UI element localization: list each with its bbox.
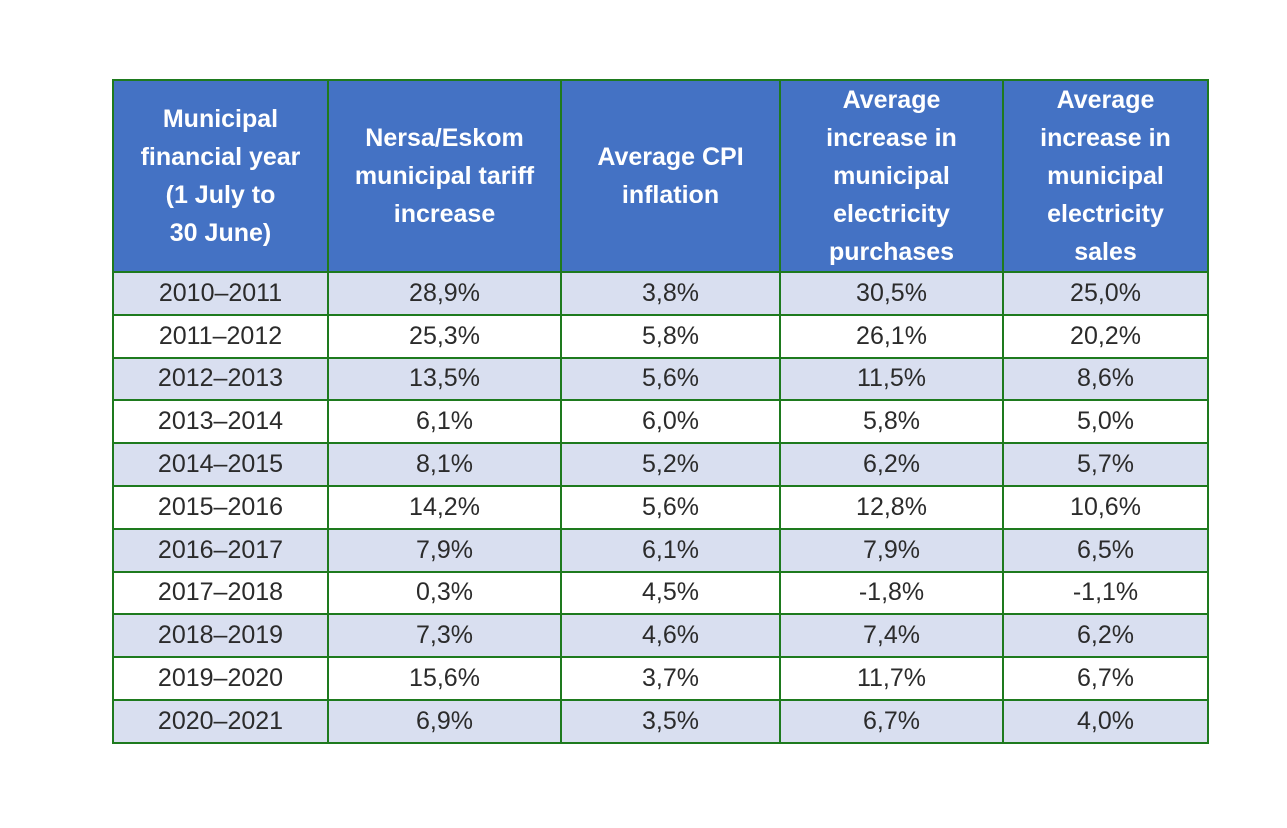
table-row: 2018–2019 7,3% 4,6% 7,4% 6,2% bbox=[112, 613, 1209, 659]
sales-increase-cell: -1,1% bbox=[1002, 570, 1209, 616]
year-cell: 2015–2016 bbox=[112, 484, 329, 530]
purchases-increase-cell: 11,7% bbox=[779, 656, 1004, 701]
header-financial-year: Municipal financial year (1 July to 30 J… bbox=[112, 79, 329, 273]
header-cpi-inflation: Average CPI inflation bbox=[560, 79, 781, 273]
year-cell: 2013–2014 bbox=[112, 399, 329, 445]
table-row: 2020–2021 6,9% 3,5% 6,7% 4,0% bbox=[112, 698, 1209, 744]
cpi-inflation-cell: 6,0% bbox=[560, 399, 781, 445]
year-cell: 2012–2013 bbox=[112, 356, 329, 402]
sales-increase-cell: 6,2% bbox=[1002, 613, 1209, 659]
tariff-increase-cell: 6,9% bbox=[327, 698, 562, 744]
year-cell: 2016–2017 bbox=[112, 527, 329, 573]
header-electricity-purchases: Average increase in municipal electricit… bbox=[779, 79, 1004, 273]
year-cell: 2014–2015 bbox=[112, 442, 329, 487]
sales-increase-cell: 5,0% bbox=[1002, 399, 1209, 445]
year-cell: 2010–2011 bbox=[112, 271, 329, 316]
header-tariff-increase: Nersa/Eskom municipal tariff increase bbox=[327, 79, 562, 273]
tariff-increase-cell: 28,9% bbox=[327, 271, 562, 316]
table-row: 2019–2020 15,6% 3,7% 11,7% 6,7% bbox=[112, 656, 1209, 701]
cpi-inflation-cell: 5,6% bbox=[560, 356, 781, 402]
tariff-increase-cell: 25,3% bbox=[327, 313, 562, 359]
sales-increase-cell: 5,7% bbox=[1002, 442, 1209, 487]
header-row: Municipal financial year (1 July to 30 J… bbox=[112, 79, 1209, 273]
purchases-increase-cell: 30,5% bbox=[779, 271, 1004, 316]
table-row: 2015–2016 14,2% 5,6% 12,8% 10,6% bbox=[112, 484, 1209, 530]
tariff-increase-cell: 8,1% bbox=[327, 442, 562, 487]
cpi-inflation-cell: 4,5% bbox=[560, 570, 781, 616]
table-row: 2013–2014 6,1% 6,0% 5,8% 5,0% bbox=[112, 399, 1209, 445]
cpi-inflation-cell: 3,7% bbox=[560, 656, 781, 701]
table-row: 2017–2018 0,3% 4,5% -1,8% -1,1% bbox=[112, 570, 1209, 616]
table-row: 2014–2015 8,1% 5,2% 6,2% 5,7% bbox=[112, 442, 1209, 487]
sales-increase-cell: 20,2% bbox=[1002, 313, 1209, 359]
year-cell: 2011–2012 bbox=[112, 313, 329, 359]
table-row: 2016–2017 7,9% 6,1% 7,9% 6,5% bbox=[112, 527, 1209, 573]
tariff-increase-cell: 14,2% bbox=[327, 484, 562, 530]
table-row: 2010–2011 28,9% 3,8% 30,5% 25,0% bbox=[112, 271, 1209, 316]
cpi-inflation-cell: 3,5% bbox=[560, 698, 781, 744]
tariff-increase-cell: 15,6% bbox=[327, 656, 562, 701]
purchases-increase-cell: 11,5% bbox=[779, 356, 1004, 402]
purchases-increase-cell: 5,8% bbox=[779, 399, 1004, 445]
year-cell: 2017–2018 bbox=[112, 570, 329, 616]
cpi-inflation-cell: 5,8% bbox=[560, 313, 781, 359]
tariff-table-container: Municipal financial year (1 July to 30 J… bbox=[112, 79, 1209, 744]
sales-increase-cell: 6,7% bbox=[1002, 656, 1209, 701]
purchases-increase-cell: 12,8% bbox=[779, 484, 1004, 530]
tariff-increase-cell: 6,1% bbox=[327, 399, 562, 445]
sales-increase-cell: 6,5% bbox=[1002, 527, 1209, 573]
purchases-increase-cell: -1,8% bbox=[779, 570, 1004, 616]
year-cell: 2019–2020 bbox=[112, 656, 329, 701]
table-row: 2012–2013 13,5% 5,6% 11,5% 8,6% bbox=[112, 356, 1209, 402]
sales-increase-cell: 25,0% bbox=[1002, 271, 1209, 316]
purchases-increase-cell: 7,4% bbox=[779, 613, 1004, 659]
tariff-increase-cell: 13,5% bbox=[327, 356, 562, 402]
purchases-increase-cell: 6,2% bbox=[779, 442, 1004, 487]
sales-increase-cell: 4,0% bbox=[1002, 698, 1209, 744]
purchases-increase-cell: 6,7% bbox=[779, 698, 1004, 744]
tariff-increase-cell: 7,9% bbox=[327, 527, 562, 573]
tariff-table: Municipal financial year (1 July to 30 J… bbox=[112, 79, 1209, 744]
table-row: 2011–2012 25,3% 5,8% 26,1% 20,2% bbox=[112, 313, 1209, 359]
cpi-inflation-cell: 3,8% bbox=[560, 271, 781, 316]
cpi-inflation-cell: 5,6% bbox=[560, 484, 781, 530]
sales-increase-cell: 8,6% bbox=[1002, 356, 1209, 402]
cpi-inflation-cell: 6,1% bbox=[560, 527, 781, 573]
cpi-inflation-cell: 4,6% bbox=[560, 613, 781, 659]
year-cell: 2020–2021 bbox=[112, 698, 329, 744]
table-body: 2010–2011 28,9% 3,8% 30,5% 25,0% 2011–2012 25,… bbox=[112, 271, 1209, 744]
header-electricity-sales: Average increase in municipal electricit… bbox=[1002, 79, 1209, 273]
purchases-increase-cell: 7,9% bbox=[779, 527, 1004, 573]
tariff-increase-cell: 7,3% bbox=[327, 613, 562, 659]
purchases-increase-cell: 26,1% bbox=[779, 313, 1004, 359]
year-cell: 2018–2019 bbox=[112, 613, 329, 659]
sales-increase-cell: 10,6% bbox=[1002, 484, 1209, 530]
cpi-inflation-cell: 5,2% bbox=[560, 442, 781, 487]
tariff-increase-cell: 0,3% bbox=[327, 570, 562, 616]
